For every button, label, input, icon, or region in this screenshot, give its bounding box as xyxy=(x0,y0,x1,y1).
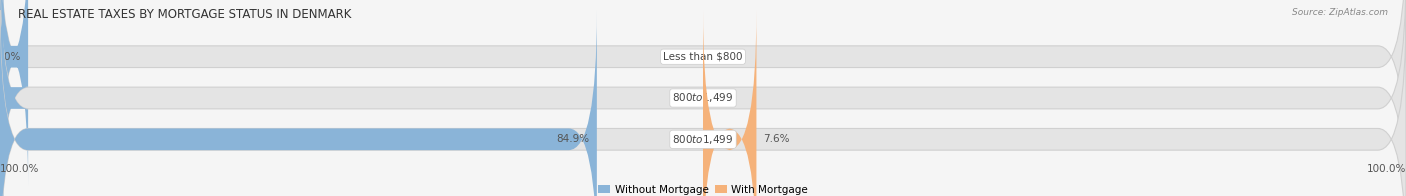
Text: 0.0%: 0.0% xyxy=(710,52,737,62)
Text: 4.0%: 4.0% xyxy=(0,52,21,62)
Text: 100.0%: 100.0% xyxy=(1367,164,1406,174)
Text: Less than $800: Less than $800 xyxy=(664,52,742,62)
Text: 7.6%: 7.6% xyxy=(763,134,790,144)
FancyBboxPatch shape xyxy=(0,10,596,196)
Text: Source: ZipAtlas.com: Source: ZipAtlas.com xyxy=(1292,8,1388,17)
Text: 100.0%: 100.0% xyxy=(0,164,39,174)
Text: 0.0%: 0.0% xyxy=(710,93,737,103)
Text: $800 to $1,499: $800 to $1,499 xyxy=(672,133,734,146)
Text: $800 to $1,499: $800 to $1,499 xyxy=(672,92,734,104)
FancyBboxPatch shape xyxy=(0,0,28,196)
Legend: Without Mortgage, With Mortgage: Without Mortgage, With Mortgage xyxy=(593,181,813,196)
Text: 84.9%: 84.9% xyxy=(557,134,591,144)
FancyBboxPatch shape xyxy=(0,10,1406,196)
FancyBboxPatch shape xyxy=(0,0,1406,186)
FancyBboxPatch shape xyxy=(703,10,756,196)
Text: REAL ESTATE TAXES BY MORTGAGE STATUS IN DENMARK: REAL ESTATE TAXES BY MORTGAGE STATUS IN … xyxy=(18,8,352,21)
FancyBboxPatch shape xyxy=(0,0,28,186)
